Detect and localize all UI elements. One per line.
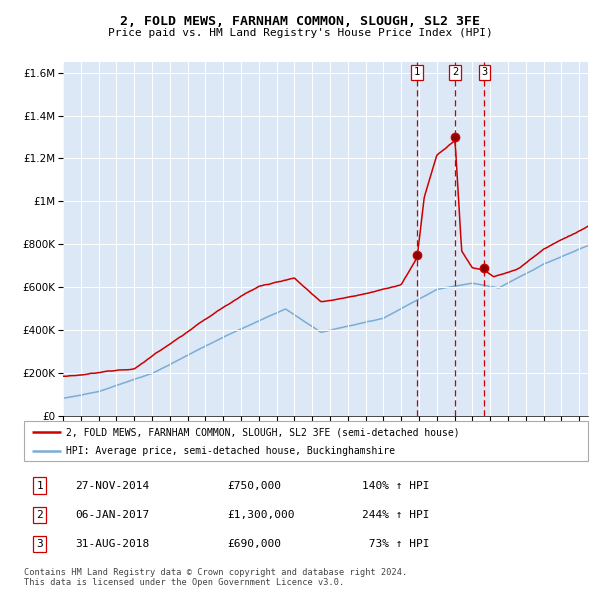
Text: 3: 3 (481, 67, 487, 77)
FancyBboxPatch shape (24, 421, 588, 461)
Text: 06-JAN-2017: 06-JAN-2017 (75, 510, 149, 520)
Text: £690,000: £690,000 (227, 539, 281, 549)
Text: 27-NOV-2014: 27-NOV-2014 (75, 481, 149, 490)
Text: HPI: Average price, semi-detached house, Buckinghamshire: HPI: Average price, semi-detached house,… (66, 445, 395, 455)
Text: £1,300,000: £1,300,000 (227, 510, 295, 520)
Text: 1: 1 (414, 67, 420, 77)
Text: 2: 2 (452, 67, 458, 77)
Text: 3: 3 (37, 539, 43, 549)
Text: £750,000: £750,000 (227, 481, 281, 490)
Text: 2, FOLD MEWS, FARNHAM COMMON, SLOUGH, SL2 3FE: 2, FOLD MEWS, FARNHAM COMMON, SLOUGH, SL… (120, 15, 480, 28)
Text: 244% ↑ HPI: 244% ↑ HPI (362, 510, 430, 520)
Text: 31-AUG-2018: 31-AUG-2018 (75, 539, 149, 549)
Text: 2: 2 (37, 510, 43, 520)
Text: 2, FOLD MEWS, FARNHAM COMMON, SLOUGH, SL2 3FE (semi-detached house): 2, FOLD MEWS, FARNHAM COMMON, SLOUGH, SL… (66, 427, 460, 437)
Text: 73% ↑ HPI: 73% ↑ HPI (362, 539, 430, 549)
Text: Contains HM Land Registry data © Crown copyright and database right 2024.
This d: Contains HM Land Registry data © Crown c… (24, 568, 407, 587)
Text: Price paid vs. HM Land Registry's House Price Index (HPI): Price paid vs. HM Land Registry's House … (107, 28, 493, 38)
Text: 1: 1 (37, 481, 43, 490)
Text: 140% ↑ HPI: 140% ↑ HPI (362, 481, 430, 490)
